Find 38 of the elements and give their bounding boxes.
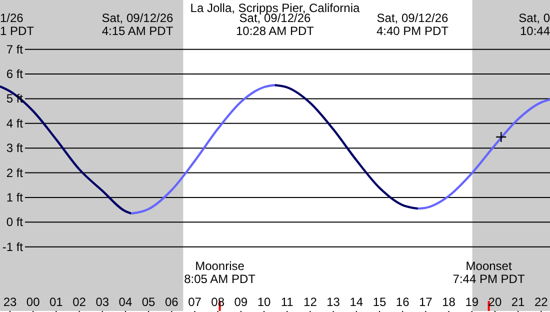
- x-tick-label: 02: [72, 295, 86, 309]
- ref-line-label: Moonrise 8:05 AM PDT: [184, 259, 256, 286]
- x-tick-label: 20: [488, 295, 502, 309]
- x-tick-label: 04: [118, 295, 132, 309]
- y-tick-label: -1 ft: [2, 240, 24, 254]
- x-tick-label: 01: [50, 295, 64, 309]
- x-tick-label: 15: [372, 295, 386, 309]
- x-tick-label: 19: [465, 295, 479, 309]
- x-tick-label: 08: [211, 295, 225, 309]
- x-tick-label: 09: [234, 295, 248, 309]
- y-tick-label: 6 ft: [6, 67, 24, 82]
- annotation: Sat, 09/12/26 4:15 AM PDT: [102, 11, 174, 38]
- y-tick-label: 0 ft: [6, 215, 24, 230]
- x-tick-label: 12: [304, 295, 318, 309]
- ref-line-label: Moonset 7:44 PM PDT: [452, 259, 526, 286]
- y-tick-label: 4 ft: [6, 116, 24, 130]
- x-tick-label: 17: [419, 295, 433, 309]
- x-tick-label: 11: [280, 295, 294, 309]
- y-tick-label: 1 ft: [6, 190, 24, 204]
- x-tick-label: 14: [350, 295, 364, 309]
- x-tick-label: 22: [534, 295, 548, 309]
- x-tick-label: 13: [326, 295, 340, 309]
- x-tick-label: 07: [188, 295, 202, 309]
- x-tick-label: 16: [396, 295, 410, 309]
- x-tick-label: 23: [3, 295, 17, 309]
- y-tick-label: 7 ft: [6, 42, 24, 56]
- x-tick-label: 06: [164, 295, 179, 309]
- x-tick-label: 05: [142, 295, 156, 309]
- annotation: Sat, 09/12/26 4:40 PM PDT: [376, 11, 450, 38]
- x-tick-label: 03: [96, 295, 110, 309]
- x-tick-label: 00: [26, 295, 40, 309]
- x-tick-label: 18: [442, 295, 456, 309]
- y-tick-label: 2 ft: [6, 166, 24, 180]
- x-tick-label: 21: [511, 295, 526, 309]
- x-tick-label: 10: [257, 295, 272, 309]
- annotation: Sat, 0 10:44: [518, 11, 550, 38]
- y-tick-label: 3 ft: [6, 141, 24, 156]
- annotation: 1/26 1 PDT: [0, 11, 35, 38]
